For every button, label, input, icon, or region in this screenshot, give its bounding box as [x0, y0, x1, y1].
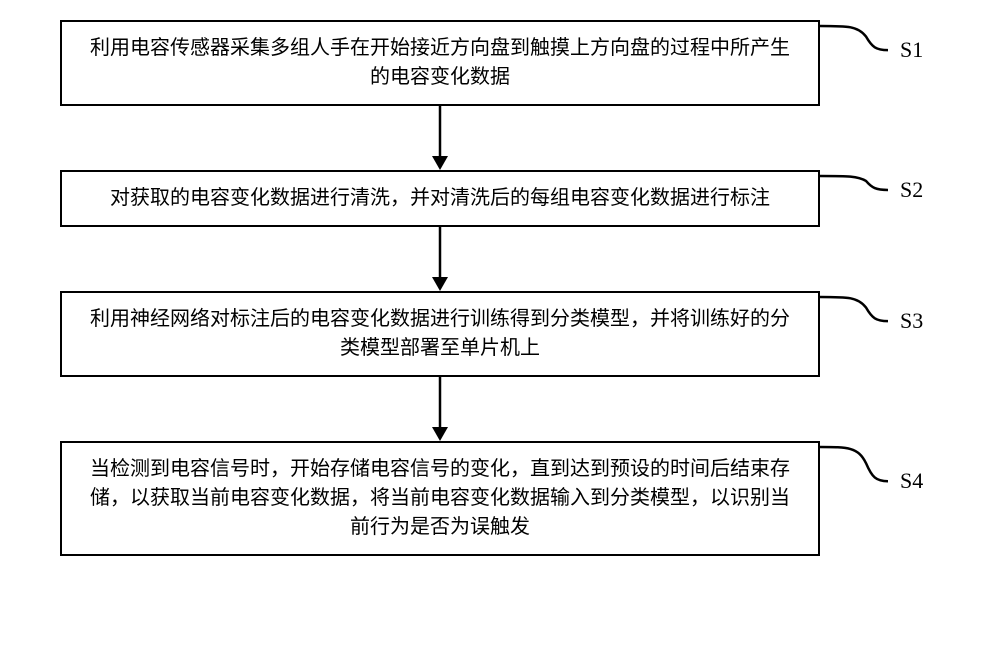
- step-box: 利用神经网络对标注后的电容变化数据进行训练得到分类模型，并将训练好的分类模型部署…: [60, 291, 820, 377]
- step-box: 对获取的电容变化数据进行清洗，并对清洗后的每组电容变化数据进行标注: [60, 170, 820, 227]
- step-label: S2: [900, 177, 923, 203]
- flow-arrow: [60, 227, 940, 291]
- flow-step-s1: 利用电容传感器采集多组人手在开始接近方向盘到触摸上方向盘的过程中所产生的电容变化…: [60, 20, 940, 106]
- flow-step-s4: 当检测到电容信号时，开始存储电容信号的变化，直到达到预设的时间后结束存储，以获取…: [60, 441, 940, 556]
- step-label: S4: [900, 468, 923, 494]
- step-label: S3: [900, 308, 923, 334]
- flow-step-s2: 对获取的电容变化数据进行清洗，并对清洗后的每组电容变化数据进行标注 S2: [60, 170, 940, 227]
- flow-arrow: [60, 377, 940, 441]
- step-box: 当检测到电容信号时，开始存储电容信号的变化，直到达到预设的时间后结束存储，以获取…: [60, 441, 820, 556]
- flow-step-s3: 利用神经网络对标注后的电容变化数据进行训练得到分类模型，并将训练好的分类模型部署…: [60, 291, 940, 377]
- step-label: S1: [900, 37, 923, 63]
- step-box: 利用电容传感器采集多组人手在开始接近方向盘到触摸上方向盘的过程中所产生的电容变化…: [60, 20, 820, 106]
- flow-arrow: [60, 106, 940, 170]
